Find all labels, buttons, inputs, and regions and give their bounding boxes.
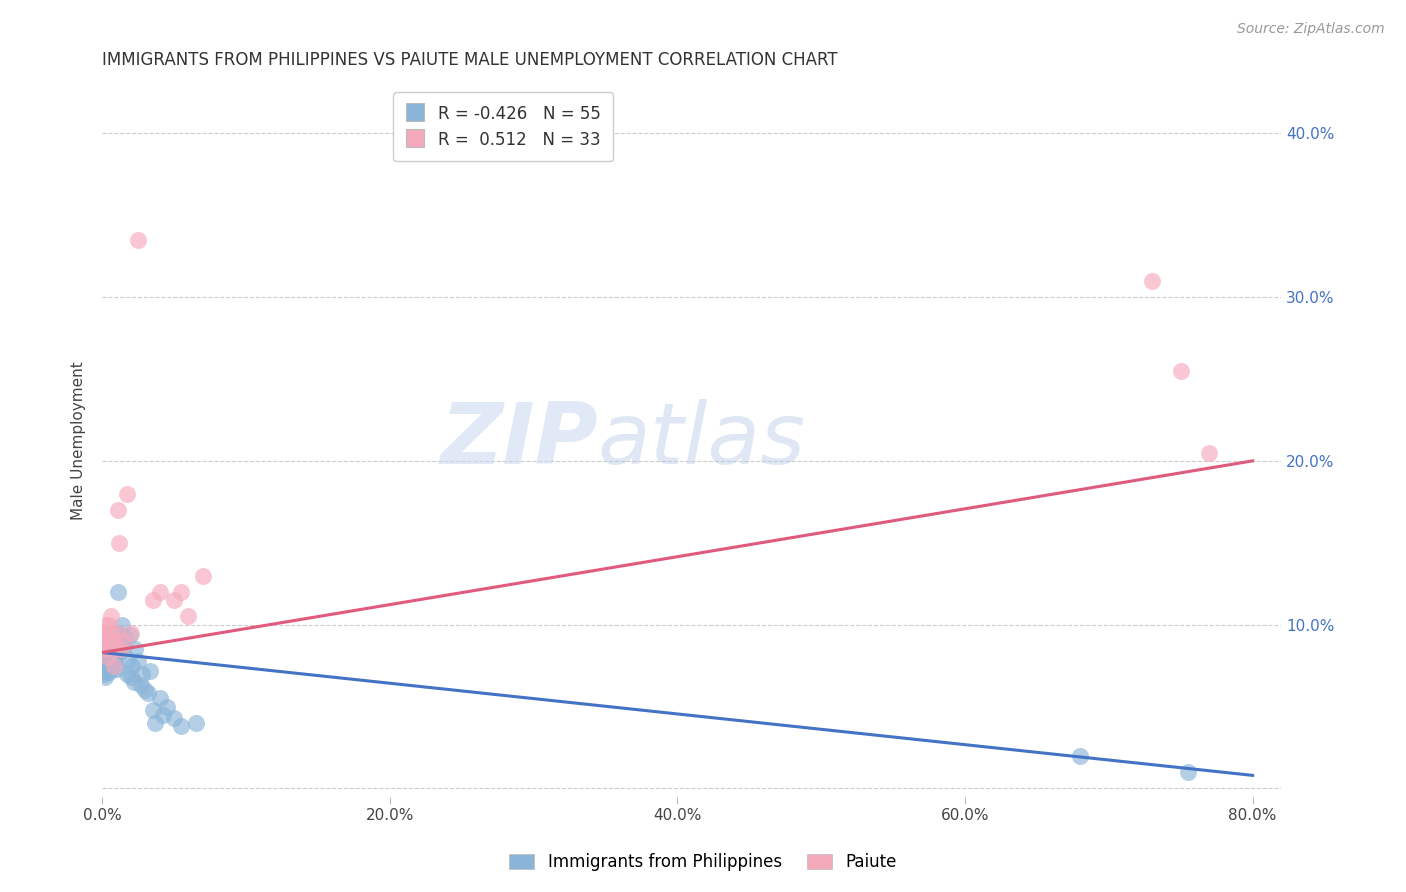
Point [108,646,131,660]
Point [101,625,124,640]
Point [98,650,121,665]
Point [94,670,117,684]
Point [94,642,117,657]
Point [103,634,125,648]
Point [93,625,115,640]
Point [131,666,153,681]
Point [93,634,115,648]
Point [103,658,125,673]
Point [1198,445,1220,459]
Point [101,631,124,645]
Point [104,634,127,648]
Legend: R = -0.426   N = 55, R =  0.512   N = 33: R = -0.426 N = 55, R = 0.512 N = 33 [394,93,613,161]
Point [1170,364,1192,378]
Point [101,637,124,651]
Point [97,629,120,643]
Point [101,637,124,651]
Point [118,627,141,641]
Point [111,617,134,632]
Point [156,699,179,714]
Point [134,683,156,698]
Point [97,652,120,666]
Point [110,632,132,647]
Point [96,637,118,651]
Point [103,642,125,657]
Point [149,691,172,706]
Point [136,686,159,700]
Point [97,660,120,674]
Point [100,662,122,676]
Point [104,657,127,671]
Point [98,617,121,632]
Point [96,625,118,640]
Point [96,654,118,668]
Point [121,658,143,673]
Point [93,658,115,673]
Text: Source: ZipAtlas.com: Source: ZipAtlas.com [1237,22,1385,37]
Point [145,715,167,730]
Point [127,654,149,668]
Text: atlas: atlas [598,399,806,482]
Point [103,642,125,657]
Point [110,642,132,657]
Point [1177,765,1199,780]
Point [141,593,163,607]
Point [138,664,160,678]
Point [124,642,146,657]
Point [98,665,121,680]
Point [108,535,131,549]
Point [177,609,200,624]
Point [122,675,145,690]
Point [120,625,142,640]
Point [107,503,129,517]
Point [184,715,207,730]
Point [108,637,131,651]
Point [97,642,120,657]
Y-axis label: Male Unemployment: Male Unemployment [72,361,86,520]
Point [117,652,139,666]
Point [115,486,138,500]
Point [98,640,121,655]
Point [129,678,152,692]
Point [1069,748,1091,763]
Point [120,670,142,684]
Point [170,719,193,733]
Point [149,585,172,599]
Point [94,617,117,632]
Point [1140,274,1163,288]
Point [163,711,186,725]
Point [96,647,118,661]
Point [112,634,135,648]
Point [112,639,135,653]
Point [115,666,138,681]
Point [100,654,122,668]
Point [152,707,174,722]
Point [114,631,136,645]
Point [97,650,120,665]
Text: IMMIGRANTS FROM PHILIPPINES VS PAIUTE MALE UNEMPLOYMENT CORRELATION CHART: IMMIGRANTS FROM PHILIPPINES VS PAIUTE MA… [103,51,838,69]
Point [170,585,193,599]
Text: ZIP: ZIP [440,399,598,482]
Point [107,585,129,599]
Point [105,625,128,640]
Point [163,593,186,607]
Point [93,666,115,681]
Point [191,568,214,582]
Point [100,646,122,660]
Point [94,650,117,665]
Point [98,631,121,645]
Point [96,657,118,671]
Point [104,650,127,665]
Point [127,233,149,247]
Point [100,609,122,624]
Legend: Immigrants from Philippines, Paiute: Immigrants from Philippines, Paiute [501,845,905,880]
Point [105,662,128,676]
Point [94,664,117,678]
Point [105,625,128,640]
Point [141,703,163,717]
